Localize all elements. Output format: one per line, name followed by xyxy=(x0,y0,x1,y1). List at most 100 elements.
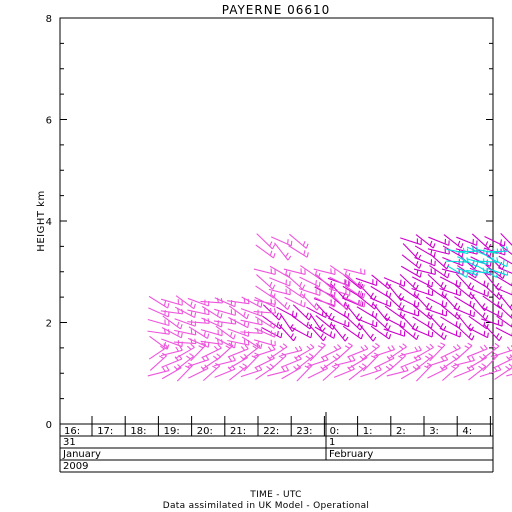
wind-barb xyxy=(414,343,434,359)
day-label-31: 31 xyxy=(63,437,76,448)
wind-barb xyxy=(440,344,461,359)
wind-barb xyxy=(506,373,512,377)
wind-barb xyxy=(295,353,314,371)
hour-tick-label: 16: xyxy=(64,426,80,437)
wind-barb xyxy=(215,325,236,340)
wind-barb xyxy=(174,329,197,336)
wind-barb xyxy=(280,345,303,357)
wind-barb xyxy=(468,315,489,330)
y-tick-label: 8 xyxy=(46,14,52,25)
wind-barb xyxy=(373,345,396,357)
wind-barb xyxy=(270,236,293,247)
wind-barb xyxy=(268,343,288,360)
wind-barb xyxy=(227,344,249,358)
wind-barb xyxy=(335,342,353,361)
wind-barb xyxy=(481,306,503,318)
hour-tick-label: 23: xyxy=(296,426,312,437)
wind-barb xyxy=(498,255,512,265)
y-tick-label: 4 xyxy=(46,217,52,228)
wind-barb xyxy=(214,308,236,316)
wind-barb xyxy=(314,296,336,308)
wind-barb xyxy=(468,275,489,289)
wind-barb xyxy=(201,344,222,359)
y-tick-label: 2 xyxy=(46,319,52,330)
wind-barb xyxy=(328,306,350,319)
day-label-1: 1 xyxy=(329,437,335,448)
wind-barb xyxy=(333,355,356,367)
wind-barb xyxy=(371,274,392,290)
wind-barb xyxy=(254,327,276,338)
hour-ticks xyxy=(91,416,491,436)
wind-barb xyxy=(384,317,406,328)
wind-barbs xyxy=(147,233,512,382)
wind-barb xyxy=(455,342,473,361)
wind-barb xyxy=(439,287,461,297)
wind-barb xyxy=(285,285,306,299)
chart-title: PAYERNE 06610 xyxy=(222,3,331,17)
wind-barb xyxy=(254,296,276,308)
chart-footer-note: Data assimilated in UK Model - Operation… xyxy=(163,501,369,511)
time-table: 16: 17: 18: 19: 20: 21: 22: 23: 0: 1: 2: 3: 4: 31 1 … xyxy=(59,412,494,473)
wind-barb xyxy=(344,285,366,299)
wind-barb xyxy=(254,345,276,357)
wind-barb xyxy=(300,265,321,279)
wind-barb xyxy=(187,308,210,316)
wind-barb xyxy=(342,325,364,340)
month-label-february: February xyxy=(329,449,373,460)
wind-barb xyxy=(399,345,422,357)
wind-barb xyxy=(429,265,450,279)
y-tick-label: 0 xyxy=(46,420,52,431)
wind-barb xyxy=(276,306,298,318)
wind-barb xyxy=(500,233,512,246)
wind-barb xyxy=(148,295,170,309)
wind-barb xyxy=(384,305,406,320)
wind-barb xyxy=(467,327,489,339)
wind-barb xyxy=(289,233,309,249)
wind-barb xyxy=(267,366,290,377)
wind-barb xyxy=(428,236,450,246)
wind-barb xyxy=(253,298,276,306)
wind-barb xyxy=(468,363,487,381)
wind-barb xyxy=(443,234,464,249)
wind-barb xyxy=(253,307,277,314)
wind-barb xyxy=(255,316,276,329)
wind-barb xyxy=(160,345,183,357)
hour-tick-label: 17: xyxy=(97,426,113,437)
wind-barb xyxy=(292,304,312,321)
wind-barb xyxy=(162,315,183,330)
wind-barb xyxy=(398,296,420,308)
wind-barb xyxy=(398,285,420,299)
wind-barb xyxy=(269,277,291,287)
wind-barb xyxy=(268,288,291,296)
wind-barb xyxy=(253,268,276,275)
wind-barb xyxy=(320,344,342,359)
wind-barb xyxy=(355,317,378,328)
hour-tick-label: 1: xyxy=(363,426,373,437)
wind-barb xyxy=(486,246,509,253)
wind-barb xyxy=(386,366,409,377)
wind-barb xyxy=(413,268,436,275)
wind-barb xyxy=(440,316,461,329)
wind-barb xyxy=(400,265,422,278)
wind-barb xyxy=(309,313,326,332)
wind-barb xyxy=(415,234,436,249)
wind-barb xyxy=(148,307,170,318)
hour-tick-label: 18: xyxy=(130,426,146,437)
wind-barb xyxy=(314,285,336,299)
wind-barb xyxy=(149,352,167,371)
wind-barb xyxy=(329,265,351,279)
wind-barb xyxy=(348,363,367,381)
wind-barb xyxy=(188,326,210,339)
x-axis-label: TIME - UTC xyxy=(249,490,301,500)
wind-barb xyxy=(306,306,328,318)
wind-barb xyxy=(484,273,502,291)
hour-tick-label: 2: xyxy=(396,426,406,437)
hour-tick-label: 3: xyxy=(429,426,439,437)
wind-barb xyxy=(213,355,236,367)
wind-barb xyxy=(148,343,168,360)
wind-barb xyxy=(400,237,422,246)
wind-barb xyxy=(370,285,392,299)
wind-barb xyxy=(255,244,276,259)
wind-barb xyxy=(200,297,224,304)
hour-tick-label: 19: xyxy=(164,426,180,437)
